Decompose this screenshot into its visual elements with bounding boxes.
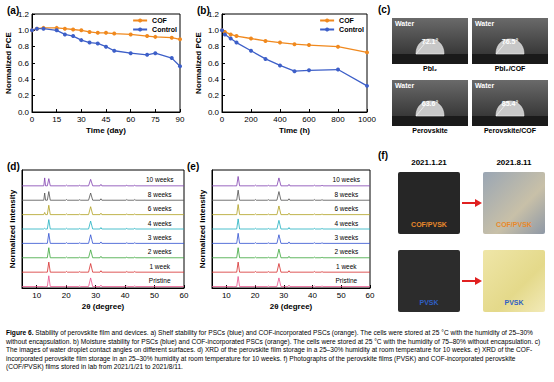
svg-text:6 weeks: 6 weeks bbox=[334, 205, 359, 212]
svg-text:1 week: 1 week bbox=[336, 263, 357, 270]
svg-text:2 weeks: 2 weeks bbox=[334, 248, 359, 255]
svg-text:2θ (degree): 2θ (degree) bbox=[270, 302, 313, 311]
svg-text:800: 800 bbox=[331, 115, 345, 124]
html-text:PbI₂/COF: PbI₂/COF bbox=[494, 65, 526, 72]
html-text:2021.8.11: 2021.8.11 bbox=[496, 158, 532, 167]
svg-text:1.0: 1.0 bbox=[18, 26, 30, 35]
svg-text:200: 200 bbox=[244, 115, 258, 124]
svg-text:8 weeks: 8 weeks bbox=[334, 191, 359, 198]
svg-text:3 weeks: 3 weeks bbox=[334, 234, 359, 241]
svg-text:10: 10 bbox=[32, 291, 41, 300]
html-text:(c): (c) bbox=[378, 4, 391, 15]
svg-text:0.6: 0.6 bbox=[208, 59, 220, 68]
svg-text:0: 0 bbox=[220, 115, 225, 124]
html-text:Perovskite: Perovskite bbox=[412, 127, 448, 134]
svg-text:10 weeks: 10 weeks bbox=[146, 176, 174, 183]
svg-text:40: 40 bbox=[308, 291, 317, 300]
svg-text:Control: Control bbox=[152, 26, 177, 33]
svg-text:4 weeks: 4 weeks bbox=[334, 220, 359, 227]
svg-text:0.2: 0.2 bbox=[208, 91, 220, 100]
svg-text:0.8: 0.8 bbox=[208, 42, 220, 51]
svg-text:Pristine: Pristine bbox=[149, 277, 171, 284]
svg-text:0.4: 0.4 bbox=[208, 75, 220, 84]
svg-text:20: 20 bbox=[62, 291, 71, 300]
svg-text:Control: Control bbox=[339, 26, 364, 33]
svg-text:15: 15 bbox=[52, 115, 61, 124]
svg-text:10 weeks: 10 weeks bbox=[333, 176, 361, 183]
svg-text:40: 40 bbox=[121, 291, 130, 300]
svg-text:10: 10 bbox=[222, 291, 231, 300]
svg-text:600: 600 bbox=[302, 115, 316, 124]
html-text:Perovskite/COF: Perovskite/COF bbox=[483, 127, 537, 134]
svg-text:60: 60 bbox=[126, 115, 135, 124]
svg-text:1.2: 1.2 bbox=[207, 9, 219, 19]
html-text:COF/PVSK: COF/PVSK bbox=[496, 221, 532, 228]
svg-text:3 weeks: 3 weeks bbox=[148, 234, 173, 241]
html-text:Figure 6. Stability of perovsk: Figure 6. Stability of perovskite film a… bbox=[6, 329, 541, 371]
svg-text:0.4: 0.4 bbox=[18, 75, 30, 84]
svg-text:30: 30 bbox=[91, 291, 100, 300]
svg-text:4 weeks: 4 weeks bbox=[148, 220, 173, 227]
html-text:Water: Water bbox=[395, 82, 415, 89]
html-text:85.4°: 85.4° bbox=[501, 100, 519, 107]
svg-text:0.0: 0.0 bbox=[18, 108, 30, 117]
svg-text:50: 50 bbox=[150, 291, 159, 300]
svg-text:Normalized PCE: Normalized PCE bbox=[4, 31, 13, 93]
svg-text:0.2: 0.2 bbox=[18, 91, 30, 100]
svg-text:0: 0 bbox=[30, 115, 35, 124]
svg-text:6 weeks: 6 weeks bbox=[148, 205, 173, 212]
svg-text:60: 60 bbox=[180, 291, 189, 300]
html-text:Water: Water bbox=[475, 82, 495, 89]
html-text:Water: Water bbox=[395, 20, 415, 27]
svg-text:8 weeks: 8 weeks bbox=[148, 191, 173, 198]
svg-text:400: 400 bbox=[273, 115, 287, 124]
html-text:76.5°: 76.5° bbox=[501, 38, 519, 45]
svg-text:1 week: 1 week bbox=[149, 263, 170, 270]
html-text:PVSK: PVSK bbox=[419, 299, 439, 306]
svg-text:75: 75 bbox=[151, 115, 160, 124]
svg-text:30: 30 bbox=[279, 291, 288, 300]
svg-text:90: 90 bbox=[176, 115, 185, 124]
svg-text:(b): (b) bbox=[197, 5, 210, 16]
svg-text:(a): (a) bbox=[7, 5, 19, 16]
svg-text:20: 20 bbox=[251, 291, 260, 300]
svg-text:Normalized PCE: Normalized PCE bbox=[194, 31, 203, 93]
svg-text:0.6: 0.6 bbox=[18, 59, 30, 68]
html-text:PbI₂: PbI₂ bbox=[423, 65, 437, 72]
svg-text:1.0: 1.0 bbox=[208, 26, 220, 35]
svg-text:2 weeks: 2 weeks bbox=[148, 248, 173, 255]
svg-text:2θ (degree): 2θ (degree) bbox=[82, 302, 125, 311]
svg-text:45: 45 bbox=[102, 115, 111, 124]
svg-text:Time (h): Time (h) bbox=[279, 126, 310, 135]
svg-text:1.2: 1.2 bbox=[18, 10, 30, 19]
html-text:2021.1.21: 2021.1.21 bbox=[411, 158, 447, 167]
svg-text:0.0: 0.0 bbox=[208, 108, 220, 117]
svg-text:Pristine: Pristine bbox=[335, 277, 357, 284]
html-text:72.1°: 72.1° bbox=[421, 38, 439, 45]
svg-text:1000: 1000 bbox=[358, 115, 376, 124]
svg-text:(d): (d) bbox=[7, 161, 20, 172]
svg-text:COF: COF bbox=[152, 17, 168, 24]
svg-text:60: 60 bbox=[366, 291, 375, 300]
html-text:63.6°: 63.6° bbox=[421, 100, 439, 107]
svg-text:0.8: 0.8 bbox=[18, 42, 30, 51]
html-text:(f): (f) bbox=[378, 150, 388, 161]
svg-text:Normalized Intensity: Normalized Intensity bbox=[8, 189, 17, 268]
svg-text:50: 50 bbox=[337, 291, 346, 300]
html-text:Water: Water bbox=[475, 20, 495, 27]
svg-text:Normalized Intensity: Normalized Intensity bbox=[198, 189, 207, 268]
svg-text:Time (day): Time (day) bbox=[86, 126, 126, 135]
html-text:PVSK: PVSK bbox=[504, 299, 524, 306]
html-text:COF/PVSK: COF/PVSK bbox=[411, 221, 447, 228]
svg-text:(e): (e) bbox=[187, 161, 199, 172]
svg-text:COF: COF bbox=[339, 17, 355, 24]
svg-text:30: 30 bbox=[77, 115, 86, 124]
